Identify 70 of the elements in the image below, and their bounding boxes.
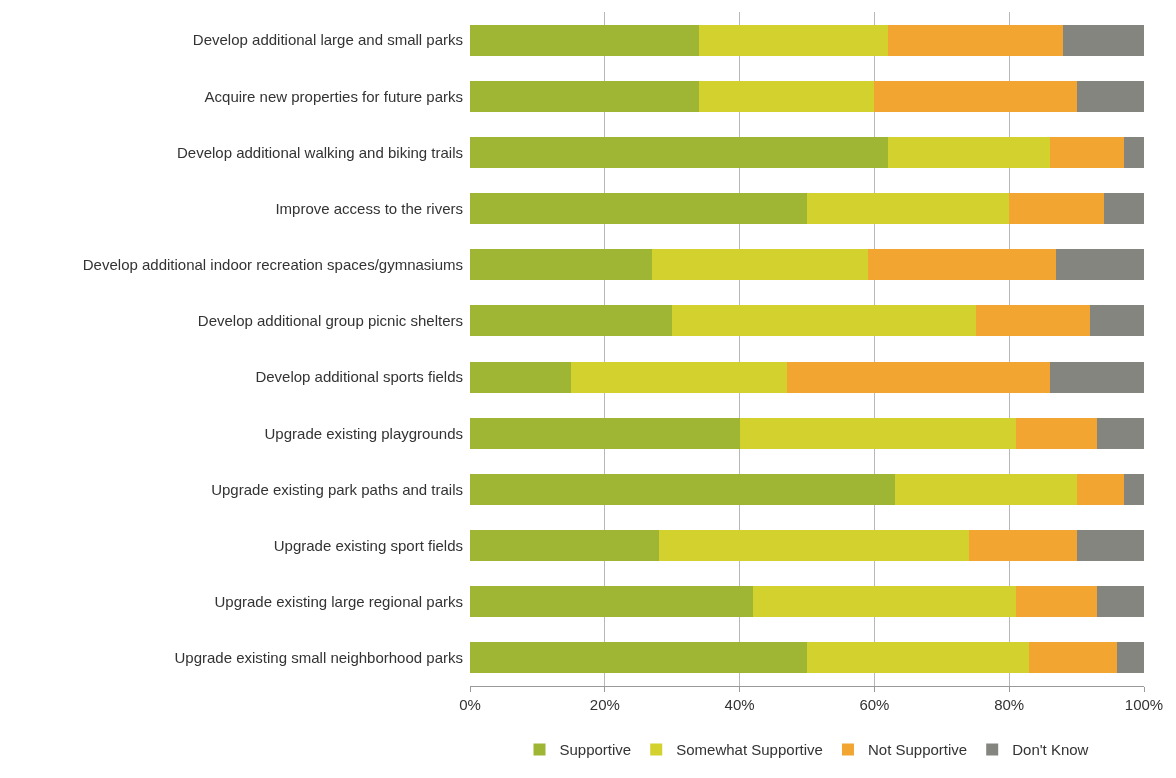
x-tick-label: 20% (589, 696, 620, 713)
y-tick-label: Upgrade existing sport fields (273, 536, 463, 554)
bar (968, 530, 1077, 562)
bar (470, 417, 740, 449)
y-tick-label: Upgrade existing playgrounds (264, 424, 463, 442)
x-tick-label: 80% (994, 696, 1025, 713)
bar (1103, 193, 1144, 225)
bar (470, 361, 572, 393)
bar (1049, 361, 1144, 393)
bar (672, 305, 976, 337)
y-tick-label: Upgrade existing large regional parks (214, 593, 463, 610)
bar (470, 473, 895, 505)
bar (699, 80, 875, 112)
bar (894, 473, 1077, 505)
legend-label: Supportive (559, 741, 632, 759)
bar (807, 642, 1030, 674)
x-tick-label: 60% (859, 696, 890, 713)
bar (753, 586, 1016, 618)
legend-label: Not Supportive (867, 741, 968, 759)
bar (975, 305, 1091, 337)
y-tick-label: Develop additional group picnic shelters (197, 312, 463, 330)
y-tick-label: Upgrade existing park paths and trails (211, 480, 463, 498)
bar (887, 24, 1064, 56)
y-tick-label: Improve access to the rivers (275, 199, 463, 217)
x-tick-label: 40% (724, 696, 755, 713)
bar (470, 305, 673, 337)
y-tick-label: Develop additional walking and biking trails (176, 143, 463, 161)
bar (470, 136, 888, 168)
x-tick-label: 100% (1124, 696, 1164, 713)
bar (1063, 24, 1144, 56)
y-tick-label: Acquire new properties for future parks (204, 87, 463, 105)
bar (1117, 642, 1144, 674)
bar (1096, 417, 1144, 449)
bar (1076, 530, 1144, 562)
y-tick-label: Develop additional large and small parks (192, 31, 463, 49)
bar (1123, 136, 1144, 168)
bar (470, 530, 659, 562)
bar (1015, 586, 1097, 618)
bar (1015, 417, 1097, 449)
bar (1029, 642, 1118, 674)
bar (470, 249, 652, 281)
bar (1123, 473, 1144, 505)
bar (867, 249, 1057, 281)
bar (739, 417, 1016, 449)
bar (1090, 305, 1144, 337)
bar (1096, 586, 1144, 618)
bar (470, 24, 700, 56)
bar (1076, 80, 1144, 112)
bar (470, 586, 754, 618)
y-tick-label: Develop additional indoor recreation spaces/gymnasiums (82, 256, 463, 273)
legend-label: Don't Know (1012, 741, 1089, 759)
bar (1056, 249, 1144, 281)
bar (571, 361, 787, 393)
bar (887, 136, 1050, 168)
bar (874, 80, 1077, 112)
bar (1076, 473, 1124, 505)
bar (470, 642, 807, 674)
bar (786, 361, 1050, 393)
bar (1049, 136, 1124, 168)
legend-label: Somewhat Supportive (676, 741, 823, 759)
bar (699, 24, 888, 56)
bar (807, 193, 1010, 225)
x-tick-label: 0% (459, 696, 481, 713)
y-tick-label: Develop additional sports fields (255, 368, 463, 386)
bar (1009, 193, 1104, 225)
bar (651, 249, 868, 281)
bar (470, 193, 807, 225)
y-tick-label: Upgrade existing small neighborhood parks (174, 649, 463, 667)
bar (658, 530, 969, 562)
bar (470, 80, 700, 112)
